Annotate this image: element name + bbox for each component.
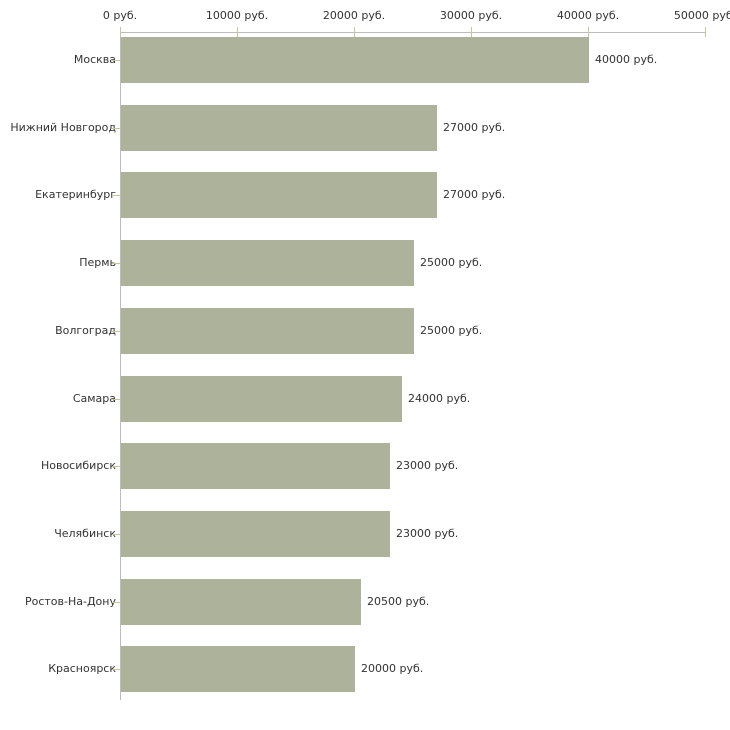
value-label: 20500 руб.: [367, 594, 430, 608]
x-axis-tick-mark: [120, 27, 121, 37]
x-axis-tick-mark: [705, 27, 706, 37]
bar-6: [121, 443, 390, 489]
value-label: 24000 руб.: [408, 391, 471, 405]
city-label: Москва: [73, 53, 116, 66]
value-label: 25000 руб.: [420, 323, 483, 337]
bar-4: [121, 308, 414, 354]
value-label: 20000 руб.: [361, 662, 424, 676]
city-label: Нижний Новгород: [10, 120, 116, 134]
y-axis-tick-mark: [112, 399, 120, 400]
bar-3: [121, 240, 414, 286]
y-axis-tick-mark: [112, 602, 120, 603]
bar-7: [121, 511, 390, 557]
city-label: Волгоград: [55, 323, 116, 337]
value-label: 27000 руб.: [443, 120, 506, 134]
bar-0: [121, 37, 589, 83]
y-axis-line: [120, 32, 121, 700]
x-axis-tick-label: 0 руб.: [102, 9, 138, 22]
city-label: Челябинск: [54, 526, 116, 540]
value-label: 23000 руб.: [396, 526, 459, 540]
value-label: 23000 руб.: [396, 459, 459, 473]
y-axis-tick-mark: [112, 263, 120, 264]
x-axis-tick-mark: [588, 27, 589, 37]
value-label: 25000 руб.: [420, 256, 483, 270]
y-axis-tick-mark: [112, 669, 120, 670]
bar-1: [121, 105, 437, 151]
x-axis-tick-mark: [471, 27, 472, 37]
x-axis-tick-mark: [354, 27, 355, 37]
x-axis-tick-label: 50000 руб.: [673, 9, 730, 22]
y-axis-tick-mark: [112, 128, 120, 129]
city-label: Ростов-На-Дону: [24, 594, 116, 608]
bar-5: [121, 376, 402, 422]
city-label: Екатеринбург: [35, 188, 116, 202]
y-axis-tick-mark: [112, 195, 120, 196]
x-axis-line: [120, 32, 705, 33]
x-axis-tick-label: 40000 руб.: [556, 9, 620, 22]
y-axis-tick-mark: [112, 534, 120, 535]
city-label: Пермь: [79, 256, 116, 270]
y-axis-tick-mark: [112, 331, 120, 332]
bar-9: [121, 646, 355, 692]
x-axis-tick-mark: [237, 27, 238, 37]
city-label: Самара: [72, 391, 116, 405]
city-label: Новосибирск: [40, 459, 116, 473]
value-label: 27000 руб.: [443, 188, 506, 202]
x-axis-tick-label: 10000 руб.: [205, 9, 269, 22]
bar-2: [121, 172, 437, 218]
x-axis-tick-label: 20000 руб.: [322, 9, 386, 22]
y-axis-tick-mark: [112, 466, 120, 467]
city-label: Красноярск: [48, 662, 116, 676]
bar-8: [121, 579, 361, 625]
x-axis-tick-label: 30000 руб.: [439, 9, 503, 22]
y-axis-tick-mark: [112, 60, 120, 61]
value-label: 40000 руб.: [595, 53, 658, 66]
